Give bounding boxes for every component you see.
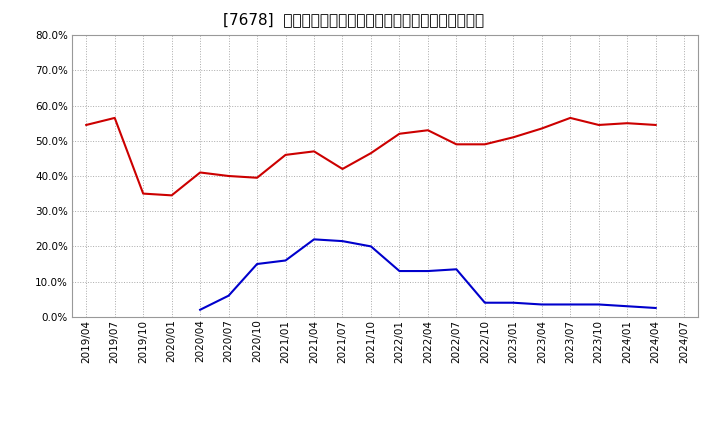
Title: [7678]  現預金、有利子負債の総資産に対する比率の推移: [7678] 現預金、有利子負債の総資産に対する比率の推移	[223, 12, 485, 27]
Legend: 現預金, 有利子負債: 現預金, 有利子負債	[297, 434, 474, 440]
